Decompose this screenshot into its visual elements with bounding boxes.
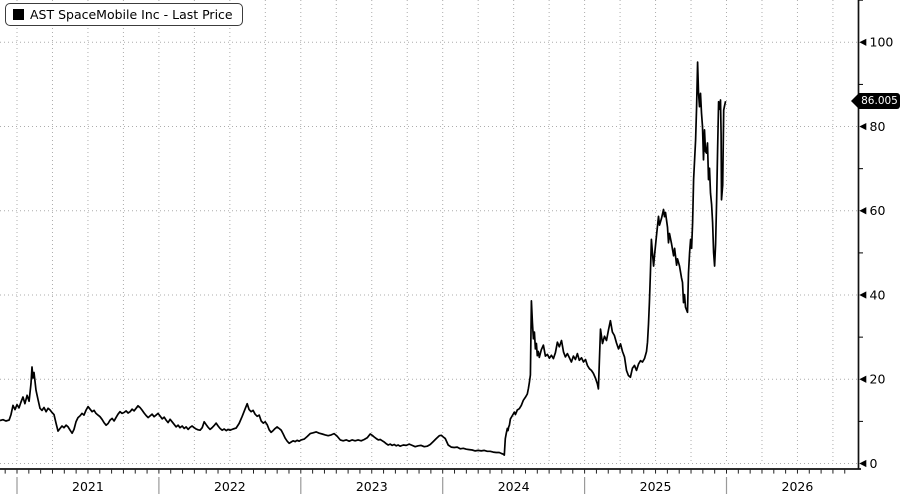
y-axis-tick-arrow-icon <box>859 122 867 131</box>
x-axis-year-label: 2022 <box>214 479 246 494</box>
y-axis-tick-arrow-icon <box>859 38 867 46</box>
y-axis-tick-label: 0 <box>870 456 878 471</box>
x-axis-year-label: 2026 <box>782 479 814 494</box>
y-axis-tick-arrow-icon <box>859 459 867 468</box>
legend-label: AST SpaceMobile Inc - Last Price <box>30 7 233 22</box>
y-axis-tick-label: 80 <box>870 119 886 134</box>
last-price-value: 86.005 <box>859 93 900 109</box>
x-axis-year-label: 2021 <box>72 479 104 494</box>
y-axis-tick-arrow-icon <box>859 207 867 215</box>
y-axis-tick-arrow-icon <box>859 375 867 383</box>
series-swatch-icon <box>13 9 24 20</box>
legend[interactable]: AST SpaceMobile Inc - Last Price <box>5 3 243 26</box>
x-axis-year-label: 2023 <box>356 479 388 494</box>
y-axis-tick-label: 100 <box>870 35 894 50</box>
price-line <box>0 61 727 456</box>
y-axis-tick-label: 20 <box>870 372 886 387</box>
x-axis-year-label: 2025 <box>640 479 672 494</box>
price-tag-arrow-icon <box>851 93 859 109</box>
x-axis-year-label: 2024 <box>498 479 530 494</box>
last-price-tag: 86.005 <box>851 93 900 109</box>
y-axis-tick-label: 40 <box>870 287 886 302</box>
y-axis-tick-label: 60 <box>870 203 886 218</box>
y-axis-tick-arrow-icon <box>859 291 867 299</box>
